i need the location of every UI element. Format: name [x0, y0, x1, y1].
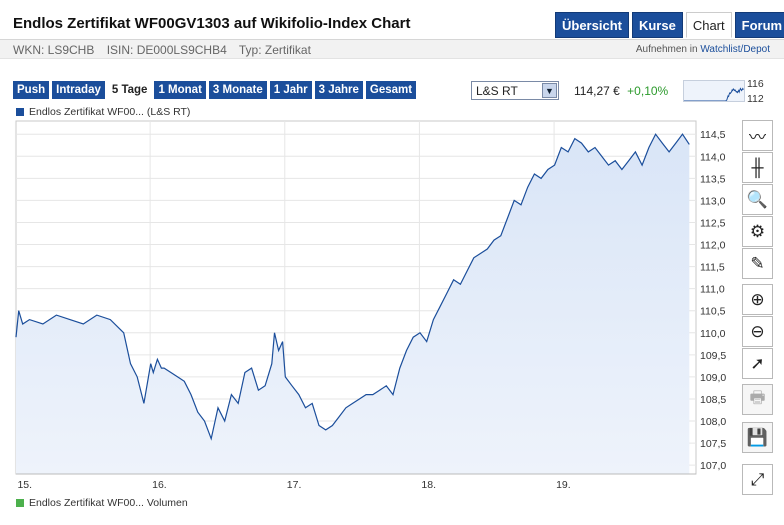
- zoom-in-button[interactable]: ⊕: [742, 284, 773, 315]
- indicator-search-icon: 🔍: [746, 189, 769, 209]
- range-gesamt-button[interactable]: Gesamt: [365, 81, 417, 99]
- meta-bar: [0, 39, 784, 59]
- pointer-icon: ➚: [750, 353, 765, 373]
- price-series-label: Endlos Zertifikat WF00... (L&S RT): [29, 106, 191, 118]
- mini-chart-high: 116: [747, 78, 764, 90]
- exchange-selected-value: L&S RT: [476, 83, 518, 98]
- time-range-buttons: Push Intraday 5 Tage 1 Monat 3 Monate 1 …: [13, 81, 417, 99]
- watchlist-add: Aufnehmen in Watchlist/Depot: [636, 44, 770, 55]
- mini-price-line: [684, 87, 744, 102]
- y-tick-label: 108,0: [700, 416, 726, 428]
- x-tick-label: 15.: [17, 479, 32, 491]
- range-1-monat-button[interactable]: 1 Monat: [154, 81, 206, 99]
- x-tick-label: 19.: [556, 479, 571, 491]
- volume-legend: Endlos Zertifikat WF00... Volumen: [16, 497, 188, 509]
- x-tick-label: 16.: [152, 479, 167, 491]
- print-icon: 🖶: [749, 388, 766, 407]
- type-label: Typ: Zertifikat: [238, 43, 311, 57]
- isin-label: ISIN: DE000LS9CHB4: [106, 43, 227, 57]
- y-tick-label: 107,0: [700, 460, 726, 472]
- y-tick-label: 113,5: [700, 173, 726, 185]
- wkn-label: WKN: LS9CHB: [13, 43, 95, 57]
- y-tick-label: 112,0: [700, 240, 726, 252]
- price-line: [15, 133, 690, 441]
- price-area: [16, 134, 690, 474]
- range-5-tage-button[interactable]: 5 Tage: [107, 81, 152, 99]
- nav-tabs: Übersicht Kurse Chart Forum: [555, 12, 784, 38]
- x-tick-label: 17.: [287, 479, 302, 491]
- pointer-button[interactable]: ➚: [742, 348, 773, 379]
- watchlist-link[interactable]: Watchlist/Depot: [700, 44, 770, 55]
- tab-forum[interactable]: Forum: [734, 12, 784, 38]
- range-3-jahre-button[interactable]: 3 Jahre: [314, 81, 363, 99]
- range-intraday-button[interactable]: Intraday: [52, 81, 105, 99]
- range-push-button[interactable]: Push: [13, 81, 50, 99]
- tab-kurse[interactable]: Kurse: [631, 12, 683, 38]
- save-icon: 💾: [746, 427, 769, 447]
- y-tick-label: 110,0: [700, 328, 726, 340]
- print-button[interactable]: 🖶: [742, 384, 773, 415]
- y-tick-label: 109,5: [700, 350, 726, 362]
- y-tick-label: 111,0: [700, 284, 725, 296]
- indicator-search-button[interactable]: 🔍: [742, 184, 773, 215]
- mini-chart[interactable]: [683, 80, 745, 102]
- range-1-jahr-button[interactable]: 1 Jahr: [269, 81, 312, 99]
- chevron-down-icon[interactable]: ▼: [542, 83, 557, 98]
- page-title: Endlos Zertifikat WF00GV1303 auf Wikifol…: [13, 15, 411, 32]
- line-chart-button[interactable]: 〰: [742, 120, 773, 151]
- fullscreen-icon: ⤢: [750, 469, 765, 489]
- y-tick-label: 108,5: [700, 394, 726, 406]
- quote-display: 114,27 € +0,10%: [574, 84, 668, 98]
- range-3-monate-button[interactable]: 3 Monate: [208, 81, 267, 99]
- y-tick-label: 112,5: [700, 217, 726, 229]
- exchange-select[interactable]: L&S RT ▼: [471, 81, 559, 100]
- y-tick-label: 114,0: [700, 151, 726, 163]
- zoom-in-icon: ⊕: [750, 289, 765, 309]
- y-tick-label: 109,0: [700, 372, 726, 384]
- zoom-out-button[interactable]: ⊖: [742, 316, 773, 347]
- mini-chart-line: [684, 87, 744, 102]
- save-button[interactable]: 💾: [742, 422, 773, 453]
- mini-chart-low: 112: [747, 93, 764, 105]
- ohlc-chart-icon: ╫: [751, 157, 764, 177]
- last-price: 114,27 €: [574, 84, 620, 98]
- settings-gears-icon: ⚙: [749, 221, 766, 241]
- draw-pencil-icon: ✎: [750, 253, 765, 273]
- tab-chart[interactable]: Chart: [685, 12, 732, 38]
- tab-uebersicht[interactable]: Übersicht: [555, 12, 629, 38]
- ohlc-chart-button[interactable]: ╫: [742, 152, 773, 183]
- y-tick-label: 114,5: [700, 129, 726, 141]
- y-tick-label: 110,5: [700, 306, 726, 318]
- price-change: +0,10%: [627, 84, 669, 98]
- fullscreen-button[interactable]: ⤢: [742, 464, 773, 495]
- watchlist-prefix: Aufnehmen in: [635, 44, 698, 55]
- y-tick-label: 107,5: [700, 438, 726, 450]
- price-chart[interactable]: 107,0 107,5 108,0 108,5 109,0 109,5 110,0 110,5…: [0, 118, 740, 498]
- y-tick-label: 111,5: [700, 262, 725, 274]
- volume-series-label: Endlos Zertifikat WF00... Volumen: [29, 497, 188, 509]
- line-chart-icon: 〰: [749, 128, 766, 147]
- settings-gears-button[interactable]: ⚙: [742, 216, 773, 247]
- draw-pencil-button[interactable]: ✎: [742, 248, 773, 279]
- price-legend: Endlos Zertifikat WF00... (L&S RT): [16, 106, 190, 118]
- price-series-swatch: [16, 108, 24, 116]
- zoom-out-icon: ⊖: [750, 321, 765, 341]
- x-tick-label: 18.: [421, 479, 436, 491]
- y-tick-label: 113,0: [700, 195, 726, 207]
- security-meta: WKN: LS9CHB ISIN: DE000LS9CHB4 Typ: Zert…: [13, 43, 320, 57]
- volume-series-swatch: [16, 499, 24, 507]
